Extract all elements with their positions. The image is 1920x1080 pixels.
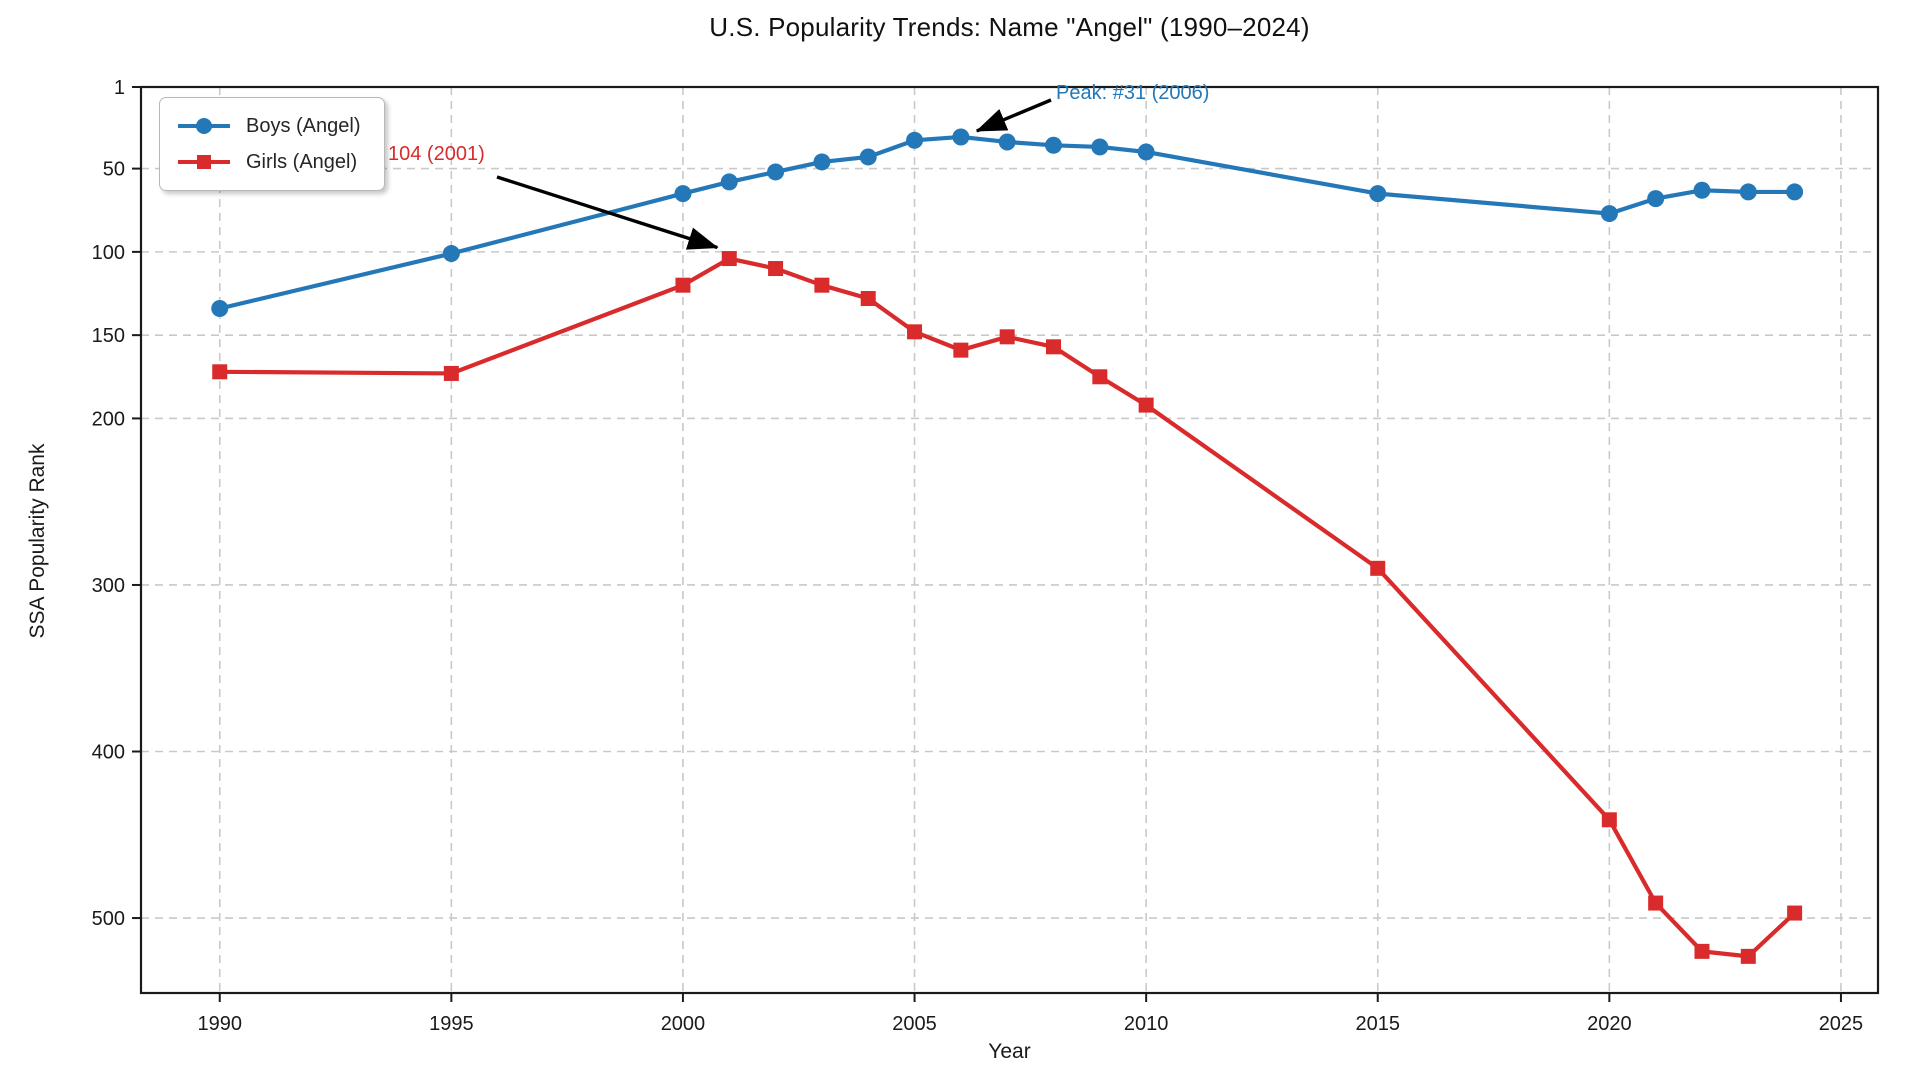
x-axis-label: Year (988, 1040, 1031, 1063)
x-tick-label: 2005 (892, 1013, 937, 1035)
axes (132, 85, 1880, 1002)
y-tick-label: 500 (92, 908, 125, 930)
annotation-boys-peak: Peak: #31 (2006) (1056, 82, 1210, 104)
y-tick-label: 400 (92, 742, 125, 764)
y-tick-label: 1 (114, 77, 125, 99)
annotation-arrows (496, 98, 1052, 250)
legend-label-girls: Girls (Angel) (246, 150, 358, 173)
y-tick-label: 150 (92, 325, 125, 347)
y-axis-label: SSA Popularity Rank (26, 443, 49, 639)
legend-label-boys: Boys (Angel) (246, 114, 361, 137)
y-tick-label: 50 (103, 159, 125, 181)
chart-title: U.S. Popularity Trends: Name "Angel" (19… (709, 12, 1310, 42)
boys-line-marker-icon (178, 118, 230, 134)
x-tick-label: 2020 (1587, 1013, 1632, 1035)
legend-row-boys: Boys (Angel) (176, 113, 384, 139)
y-tick-label: 100 (92, 242, 125, 264)
x-tick-label: 2010 (1124, 1013, 1169, 1035)
y-tick-label: 200 (92, 408, 125, 430)
x-tick-label: 2015 (1355, 1013, 1400, 1035)
x-tick-label: 2025 (1819, 1013, 1864, 1035)
girls-line-marker-icon (178, 155, 230, 169)
legend: Boys (Angel) Girls (Angel) (159, 97, 385, 191)
x-tick-label: 2000 (661, 1013, 706, 1035)
series-lines (211, 128, 1804, 964)
tick-labels: 1990 1995 2000 2005 2010 2015 2020 202515010015… (92, 77, 1864, 1035)
y-tick-label: 300 (92, 575, 125, 597)
annotation-girls-peak: 104 (2001) (388, 143, 485, 165)
legend-row-girls: Girls (Angel) (176, 149, 384, 175)
x-tick-label: 1995 (429, 1013, 474, 1035)
x-tick-label: 1990 (197, 1013, 242, 1035)
gridlines (141, 87, 1878, 993)
